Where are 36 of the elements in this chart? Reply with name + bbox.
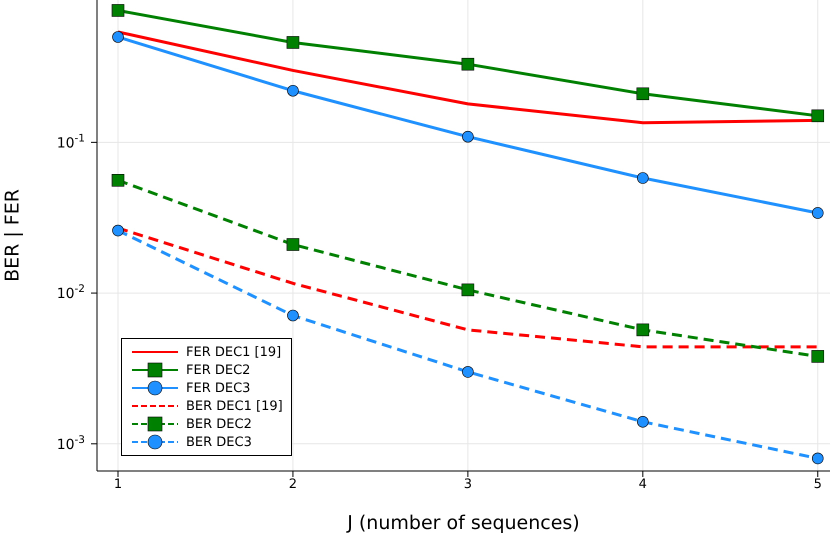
point	[812, 207, 824, 219]
point	[112, 4, 124, 17]
x-tick-label: 3	[464, 477, 472, 492]
point	[636, 87, 650, 100]
point	[112, 31, 124, 43]
x-tick-label: 2	[288, 477, 298, 492]
point	[286, 36, 300, 49]
legend-label: BER DEC3	[186, 434, 252, 450]
point	[462, 130, 474, 143]
point	[462, 58, 474, 71]
point	[462, 284, 474, 296]
point	[287, 84, 299, 97]
point	[637, 416, 649, 428]
y-axis-title: BER | FER	[2, 189, 24, 282]
y-tick-label: 10$^{-2}$	[56, 283, 85, 302]
point	[112, 224, 124, 236]
point	[811, 110, 824, 122]
point	[286, 238, 300, 251]
point	[112, 174, 124, 187]
legend-label: FER DEC2	[186, 362, 250, 378]
point	[812, 452, 824, 464]
point	[637, 172, 649, 184]
y-tick-label: 10$^{-3}$	[56, 434, 85, 453]
y-tick-label: 10$^{-1}$	[56, 132, 85, 152]
x-tick-label: 5	[814, 477, 822, 492]
point	[287, 310, 299, 322]
legend-label: FER DEC3	[186, 380, 250, 396]
x-tick-label: 1	[114, 477, 122, 492]
legend-label: BER DEC2	[186, 416, 252, 432]
legend-label: FER DEC1 [19]	[186, 344, 282, 360]
point	[462, 366, 474, 378]
x-tick-label: 4	[638, 477, 647, 492]
point	[811, 350, 824, 363]
x-axis-title: J (number of sequences)	[346, 512, 580, 534]
point	[636, 324, 650, 336]
legend-label: BER DEC1 [19]	[186, 398, 283, 414]
